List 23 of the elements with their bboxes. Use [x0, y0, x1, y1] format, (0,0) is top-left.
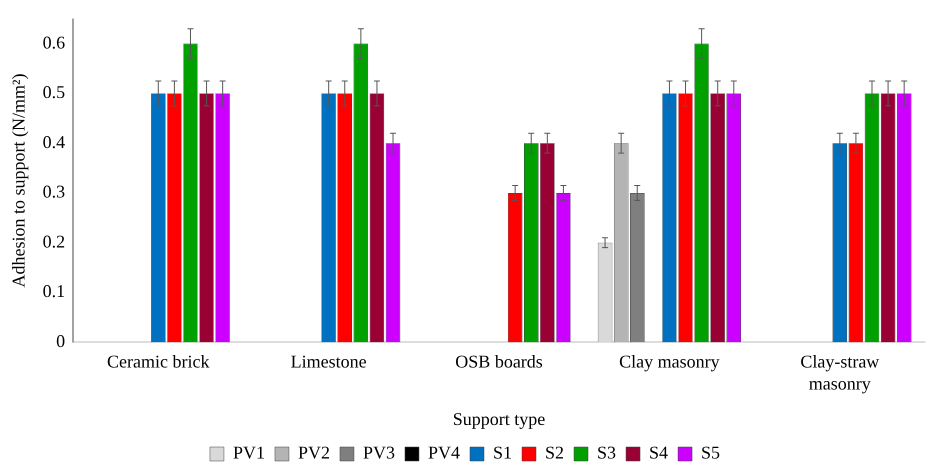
x-tick-label: Clay masonry — [619, 352, 720, 372]
legend-label: S3 — [597, 442, 616, 463]
legend-label: PV4 — [428, 442, 460, 463]
legend-label: PV2 — [298, 442, 330, 463]
y-tick-label: 0.5 — [42, 82, 66, 102]
x-axis-title: Support type — [452, 408, 546, 429]
y-axis-title: Adhesion to support (N/mm²) — [8, 74, 29, 288]
y-tick-label: 0.6 — [42, 32, 66, 52]
y-tick-label: 0 — [56, 330, 66, 351]
legend-label: S1 — [492, 442, 512, 463]
y-tick-label: 0.2 — [42, 231, 66, 252]
x-tick-label: OSB boards — [455, 352, 543, 372]
x-tick-label: Ceramic brick — [107, 352, 210, 372]
legend-label: PV3 — [362, 442, 395, 463]
legend-label: PV1 — [232, 442, 265, 463]
legend-label: S2 — [545, 442, 564, 463]
x-tick-label: Clay-straw masonry — [800, 352, 880, 394]
legend-label: S4 — [649, 442, 668, 463]
y-tick-label: 0.1 — [42, 281, 66, 302]
x-tick-label: Limestone — [290, 352, 367, 372]
legend-label: S5 — [701, 442, 720, 463]
y-tick-label: 0.4 — [42, 132, 66, 152]
y-tick-label: 0.3 — [42, 182, 66, 202]
